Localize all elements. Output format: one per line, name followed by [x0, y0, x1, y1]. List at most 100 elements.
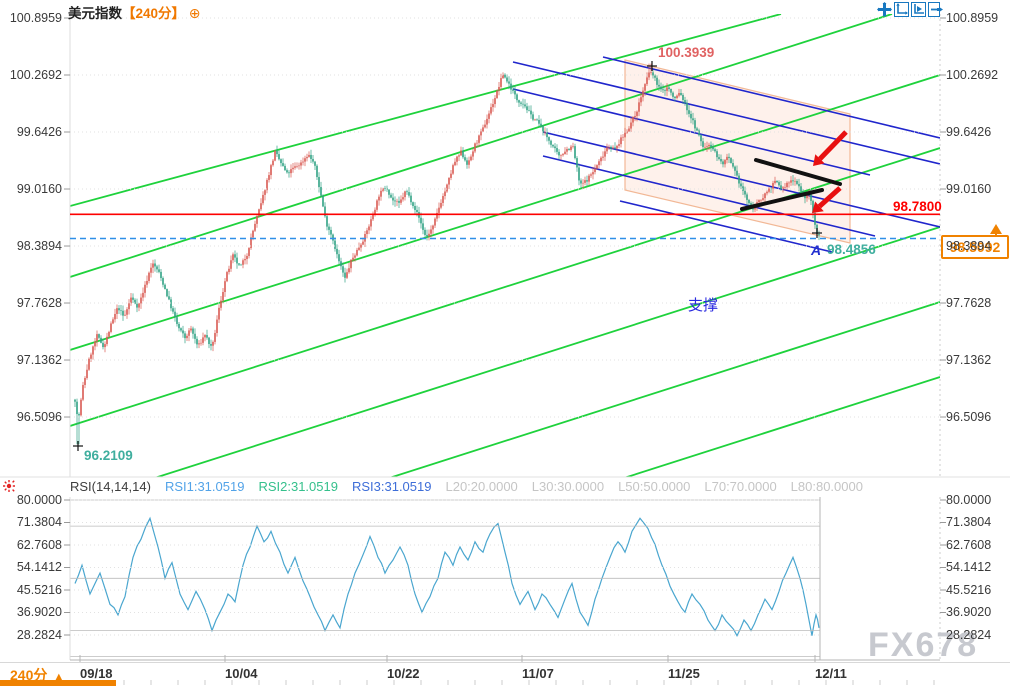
candle-body: [312, 158, 314, 162]
candle-body: [230, 260, 232, 269]
axes-scale-icon[interactable]: [894, 2, 909, 17]
point-a-marker: A: [811, 242, 822, 258]
red-arrow-head: [813, 154, 825, 166]
candle-body: [270, 165, 272, 176]
candle-body: [448, 177, 450, 185]
candle-body: [398, 200, 400, 203]
candle-body: [622, 136, 624, 138]
candle-body: [362, 241, 364, 245]
timeframe-tab-240min[interactable]: 240分 ▲: [10, 665, 64, 685]
candle-body: [504, 74, 506, 78]
start-low-price-label: 96.2109: [84, 448, 133, 463]
candle-body: [506, 77, 508, 82]
candle-body: [810, 193, 812, 201]
candle-body: [598, 161, 600, 166]
candle-body: [542, 125, 544, 133]
rsi-axis-label-left: 71.3804: [16, 515, 62, 530]
rsi-value-label: RSI2:31.0519: [258, 479, 338, 494]
candle-body: [462, 150, 464, 158]
candle-body: [700, 135, 702, 142]
candle-body: [338, 254, 340, 262]
candle-body: [650, 72, 652, 73]
candle-body: [166, 289, 168, 297]
candle-body: [144, 284, 146, 293]
candle-body: [374, 209, 376, 216]
ascending-channel-line: [389, 301, 940, 477]
pan-crosshair-icon[interactable]: [877, 2, 892, 17]
candle-body: [110, 323, 112, 332]
candle-body: [208, 337, 210, 345]
candle-body: [194, 333, 196, 339]
candle-body: [214, 333, 216, 342]
price-axis-label-left: 97.1362: [16, 353, 62, 368]
price-axis-label-right: 99.6426: [946, 125, 992, 139]
candle-body: [664, 90, 666, 91]
candle-body: [278, 154, 280, 160]
candle-body: [160, 271, 162, 279]
price-axis-label-left: 100.8959: [9, 11, 62, 25]
candle-body: [660, 86, 662, 90]
rsi-params-label: RSI(14,14,14): [70, 479, 151, 494]
candle-body: [570, 146, 572, 150]
candle-body: [116, 308, 118, 314]
candle-body: [216, 319, 218, 334]
candle-body: [818, 234, 820, 236]
candle-body: [686, 102, 688, 111]
candle-body: [322, 195, 324, 207]
candle-body: [590, 174, 592, 176]
candle-body: [162, 278, 164, 285]
axes-autoscroll-icon[interactable]: [911, 2, 926, 17]
candle-body: [464, 157, 466, 161]
candle-body: [656, 77, 658, 85]
candle-body: [470, 156, 472, 161]
candle-body: [408, 192, 410, 196]
candle-body: [642, 90, 644, 98]
trend-mark-segment: [740, 188, 824, 211]
candle-body: [508, 81, 510, 84]
candle-body: [122, 310, 124, 316]
candle-body: [550, 140, 552, 145]
candle-body: [184, 333, 186, 339]
candle-body: [618, 144, 620, 146]
candle-body: [426, 234, 428, 237]
candle-body: [266, 179, 268, 191]
candle-body: [488, 113, 490, 119]
candle-body: [336, 248, 338, 255]
candle-body: [524, 104, 526, 107]
candle-body: [170, 299, 172, 309]
candle-body: [702, 141, 704, 147]
candle-body: [768, 188, 770, 192]
candle-body: [458, 155, 460, 157]
candle-body: [378, 196, 380, 201]
candle-body: [228, 268, 230, 273]
candle-body: [588, 175, 590, 182]
rsi-axis-label-right: 80.0000: [946, 493, 992, 507]
candle-body: [84, 378, 86, 385]
candle-body: [602, 156, 604, 158]
add-indicator-icon[interactable]: ⊕: [188, 5, 201, 21]
price-axis-label-left: 99.6426: [16, 125, 62, 139]
candle-body: [260, 203, 262, 210]
candle-body: [454, 161, 456, 166]
candle-body: [332, 234, 334, 241]
candle-body: [500, 78, 502, 87]
indicator-settings-icon[interactable]: [2, 479, 16, 493]
candle-body: [698, 130, 700, 136]
candle-body: [82, 384, 84, 400]
rsi-value-label: L80:80.0000: [790, 479, 863, 494]
candle-body: [172, 308, 174, 312]
go-to-latest-icon[interactable]: [928, 2, 943, 17]
price-axis-label-left: 97.7628: [16, 296, 62, 311]
candle-body: [522, 103, 524, 105]
candle-body: [112, 319, 114, 324]
candle-body: [608, 146, 610, 148]
candle-body: [576, 158, 578, 168]
support-text-label: 支撑: [688, 297, 719, 314]
red-arrow-shaft: [817, 186, 842, 209]
candle-body: [348, 268, 350, 273]
candle-body: [416, 209, 418, 212]
candle-body: [444, 191, 446, 197]
candle-body: [734, 166, 736, 171]
